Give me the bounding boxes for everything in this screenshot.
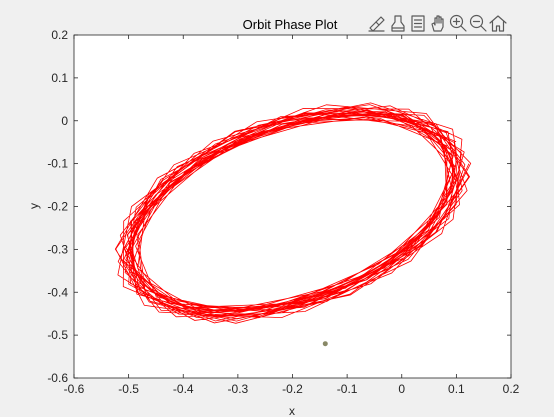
orbit-inner-envelope [131,114,454,312]
legend-icon[interactable] [411,15,425,32]
data-tips-icon[interactable] [391,15,405,32]
orbit-series-line [114,102,472,324]
y-tick-label: -0.5 [47,328,68,342]
tick-layer: -0.6 -0.5 -0.4 -0.3 -0.2 -0.1 0 0.1 0.2 -0.6 -0.5 -… [47,28,519,396]
brush-icon[interactable] [368,16,385,32]
zoom-out-icon[interactable] [469,14,487,32]
zoom-in-icon[interactable] [449,14,467,32]
y-axis-label: y [27,203,41,209]
x-axis-label: x [289,404,295,417]
x-tick-label: -0.1 [337,382,358,396]
axes-toolbar [368,14,507,32]
y-tick-label: -0.6 [47,371,68,385]
y-tick-label: 0 [61,114,68,128]
x-tick-label: -0.6 [64,382,85,396]
y-tick-label: -0.2 [47,200,68,214]
y-tick-label: -0.3 [47,242,68,256]
y-tick-label: -0.1 [47,157,68,171]
x-tick-label: -0.5 [118,382,139,396]
y-tick-label: -0.4 [47,285,68,299]
orbit-layer [114,102,472,324]
x-tick-label: 0 [398,382,405,396]
orbit-marker-point [322,341,328,347]
x-tick-label: -0.4 [173,382,194,396]
y-tick-label: 0.2 [51,28,68,42]
marker-layer [322,341,328,347]
x-tick-label: -0.3 [228,382,249,396]
x-tick-label: 0.1 [448,382,465,396]
pan-hand-icon[interactable] [431,15,444,32]
plot-area[interactable] [114,102,472,347]
x-tick-label: 0.2 [503,382,520,396]
home-icon[interactable] [489,15,507,32]
chart-title: Orbit Phase Plot [243,17,338,32]
x-tick-label: -0.2 [282,382,303,396]
y-tick-label: 0.1 [51,71,68,85]
